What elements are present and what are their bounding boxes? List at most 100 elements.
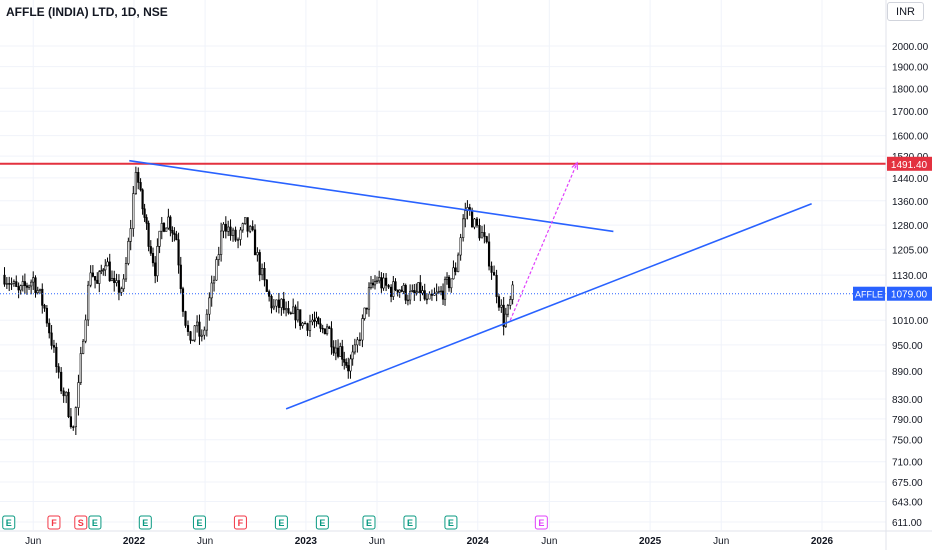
price-tick-label: 1205.00 [892, 245, 929, 256]
event-marker-box [88, 515, 102, 530]
candle-body [311, 319, 314, 323]
projection-arrow-shaft [509, 162, 578, 321]
candle-body [390, 286, 393, 297]
candle-body [315, 317, 318, 322]
candle-body [139, 182, 142, 191]
event-marker-box [444, 515, 458, 530]
price-badges: 1491.40 1079.00 AFFLE [853, 156, 932, 301]
price-tick-label: 1280.00 [892, 221, 929, 232]
candle-body [115, 280, 118, 284]
candle-body [65, 391, 68, 397]
candle-body [234, 229, 237, 241]
candle-body [384, 277, 388, 286]
price-tick-label: 643.00 [892, 498, 923, 509]
event-marker-box [47, 515, 61, 530]
candle-body [100, 270, 103, 273]
event-marker-letter: E [196, 518, 202, 528]
candle-body [72, 426, 75, 428]
event-marker-earnings: E [362, 515, 376, 530]
time-tick-label: Jun [197, 536, 213, 547]
event-marker-financials: F [47, 515, 61, 530]
event-marker-letter: E [92, 518, 98, 528]
event-marker-earnings: E [444, 515, 458, 530]
candle-body [421, 290, 424, 294]
candle-body [339, 346, 342, 357]
currency-button[interactable]: INR [887, 2, 924, 21]
event-marker-earnings-upcoming: E [534, 515, 548, 530]
candle-body [435, 291, 438, 294]
candle-body [439, 290, 443, 293]
candle-body [184, 311, 187, 326]
event-marker-financials: F [233, 515, 247, 530]
candle-body [8, 283, 11, 285]
candle-body [137, 171, 140, 183]
event-marker-letter: S [78, 518, 84, 528]
candle-body [84, 319, 87, 342]
candle-body [241, 223, 244, 231]
candle-body [106, 261, 109, 267]
time-tick-label: 2024 [467, 536, 490, 547]
candle-body [509, 299, 512, 306]
event-marker-box [138, 515, 152, 530]
candle-body [25, 285, 29, 288]
candle-body [220, 230, 223, 255]
candle-body [43, 305, 46, 309]
candle-body [502, 304, 505, 327]
candle-body [141, 189, 144, 210]
candle-body [480, 232, 484, 239]
candle-body [36, 290, 39, 293]
candle-body [413, 290, 416, 294]
candle-body [323, 328, 326, 335]
candle-body [251, 226, 254, 231]
projection-arrow-head [571, 161, 579, 170]
event-marker-letter: E [6, 518, 12, 528]
event-marker-box [74, 515, 88, 530]
event-marker-box [534, 515, 548, 530]
candle-body [48, 322, 51, 334]
candle-body [87, 284, 90, 321]
candle-body [392, 281, 395, 297]
event-marker-box [315, 515, 329, 530]
candle-body [292, 306, 295, 314]
candle-body [396, 289, 399, 293]
candle-body [127, 241, 130, 264]
event-marker-earnings: E [88, 515, 102, 530]
candle-body [173, 232, 176, 235]
candle-body [249, 226, 252, 232]
event-marker-box [2, 515, 16, 530]
candle-body [485, 236, 488, 243]
candle-body [82, 340, 85, 354]
candle-body [167, 216, 170, 229]
candle-body [45, 307, 48, 324]
candle-body [12, 281, 16, 284]
candle-body [21, 281, 24, 287]
candle-body [19, 285, 22, 291]
time-tick-label: 2023 [295, 536, 318, 547]
candle-body [497, 296, 501, 308]
candle-body [189, 331, 192, 341]
event-marker-letter: E [319, 518, 325, 528]
event-marker-box [362, 515, 376, 530]
candle-body [452, 267, 455, 280]
candle-body [319, 323, 322, 329]
candle-body [110, 277, 114, 282]
candle-body [459, 237, 462, 256]
candle-body [378, 277, 381, 282]
candle-body [511, 284, 514, 300]
candle-body [67, 391, 70, 418]
candle-body [270, 296, 273, 309]
candle-body [263, 268, 266, 281]
candle-body [102, 269, 105, 272]
candle-body [275, 299, 278, 307]
candle-body [380, 277, 383, 289]
candle-body [347, 365, 350, 372]
candle-body [160, 223, 163, 232]
candle-body [345, 362, 348, 366]
candle-body [69, 416, 72, 428]
ascending-support-trendline [285, 203, 812, 410]
candle-body [17, 286, 20, 291]
candle-body [280, 298, 283, 308]
